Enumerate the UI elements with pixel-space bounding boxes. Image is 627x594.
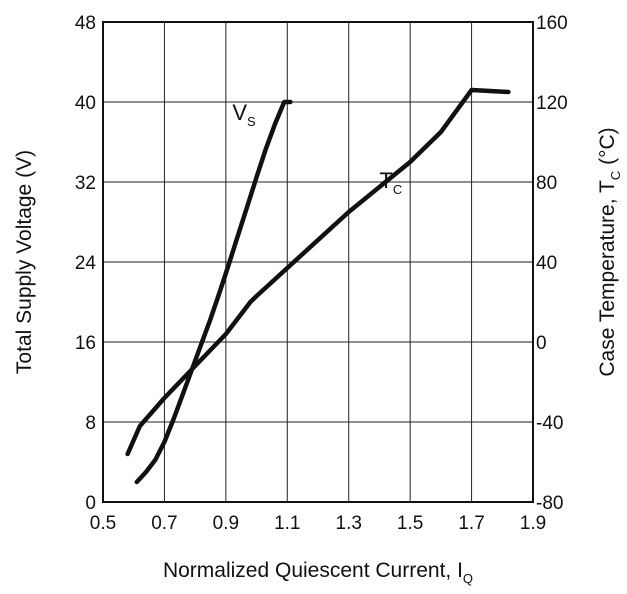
series-label-vs-main: V bbox=[232, 100, 247, 125]
y-left-tick-label: 48 bbox=[75, 13, 96, 34]
y-right-tick-label: 40 bbox=[536, 253, 557, 274]
x-tick-label: 1.7 bbox=[458, 513, 484, 534]
y-right-tick-label: 160 bbox=[536, 13, 568, 34]
tick-labels: 0.5 0.7 0.9 1.1 1.3 1.5 1.7 1.9 0 8 16 24 32 40 48 -80 -… bbox=[75, 13, 568, 534]
y-axis-left-title: Total Supply Voltage (V) bbox=[13, 150, 36, 374]
y-axis-right-title-suffix: (°C) bbox=[596, 127, 619, 170]
y-right-tick-label: 0 bbox=[536, 333, 547, 354]
series-label-tc: TC bbox=[379, 168, 402, 197]
y-left-tick-label: 8 bbox=[85, 413, 96, 434]
x-tick-label: 1.1 bbox=[274, 513, 300, 534]
x-tick-label: 0.7 bbox=[151, 513, 177, 534]
y-right-tick-label: 120 bbox=[536, 93, 568, 114]
y-right-tick-label: 80 bbox=[536, 173, 557, 194]
y-left-tick-label: 0 bbox=[85, 493, 96, 514]
series-line-vs bbox=[134, 99, 293, 485]
y-right-tick-label: -40 bbox=[536, 413, 563, 434]
series-label-tc-main: T bbox=[379, 168, 392, 193]
x-axis-title-main: Normalized Quiescent Current, I bbox=[163, 559, 463, 582]
x-axis-title: Normalized Quiescent Current, IQ bbox=[163, 559, 473, 586]
y-axis-right-title: Case Temperature, TC (°C) bbox=[596, 127, 623, 376]
plot-frame bbox=[102, 21, 534, 503]
x-tick-label: 1.5 bbox=[397, 513, 423, 534]
y-axis-right-title-main: Case Temperature, T bbox=[596, 180, 619, 377]
curves bbox=[125, 87, 511, 485]
y-left-tick-label: 16 bbox=[75, 333, 96, 354]
series-label-tc-sub: C bbox=[393, 182, 402, 197]
y-axis-right-title-sub: C bbox=[608, 171, 623, 180]
y-axis-left-title-main: Total Supply Voltage (V) bbox=[13, 150, 36, 374]
x-axis-title-sub: Q bbox=[463, 571, 473, 586]
y-left-tick-label: 24 bbox=[75, 253, 97, 274]
series-line-tc bbox=[125, 87, 511, 457]
y-right-tick-label: -80 bbox=[536, 493, 563, 514]
y-left-tick-label: 40 bbox=[75, 93, 96, 114]
series-label-vs-sub: S bbox=[247, 114, 256, 129]
x-tick-label: 0.5 bbox=[90, 513, 116, 534]
series-label-vs: VS bbox=[232, 100, 256, 129]
y-left-tick-label: 32 bbox=[75, 173, 96, 194]
x-tick-label: 1.3 bbox=[336, 513, 362, 534]
x-tick-label: 1.9 bbox=[520, 513, 546, 534]
x-tick-label: 0.9 bbox=[213, 513, 239, 534]
